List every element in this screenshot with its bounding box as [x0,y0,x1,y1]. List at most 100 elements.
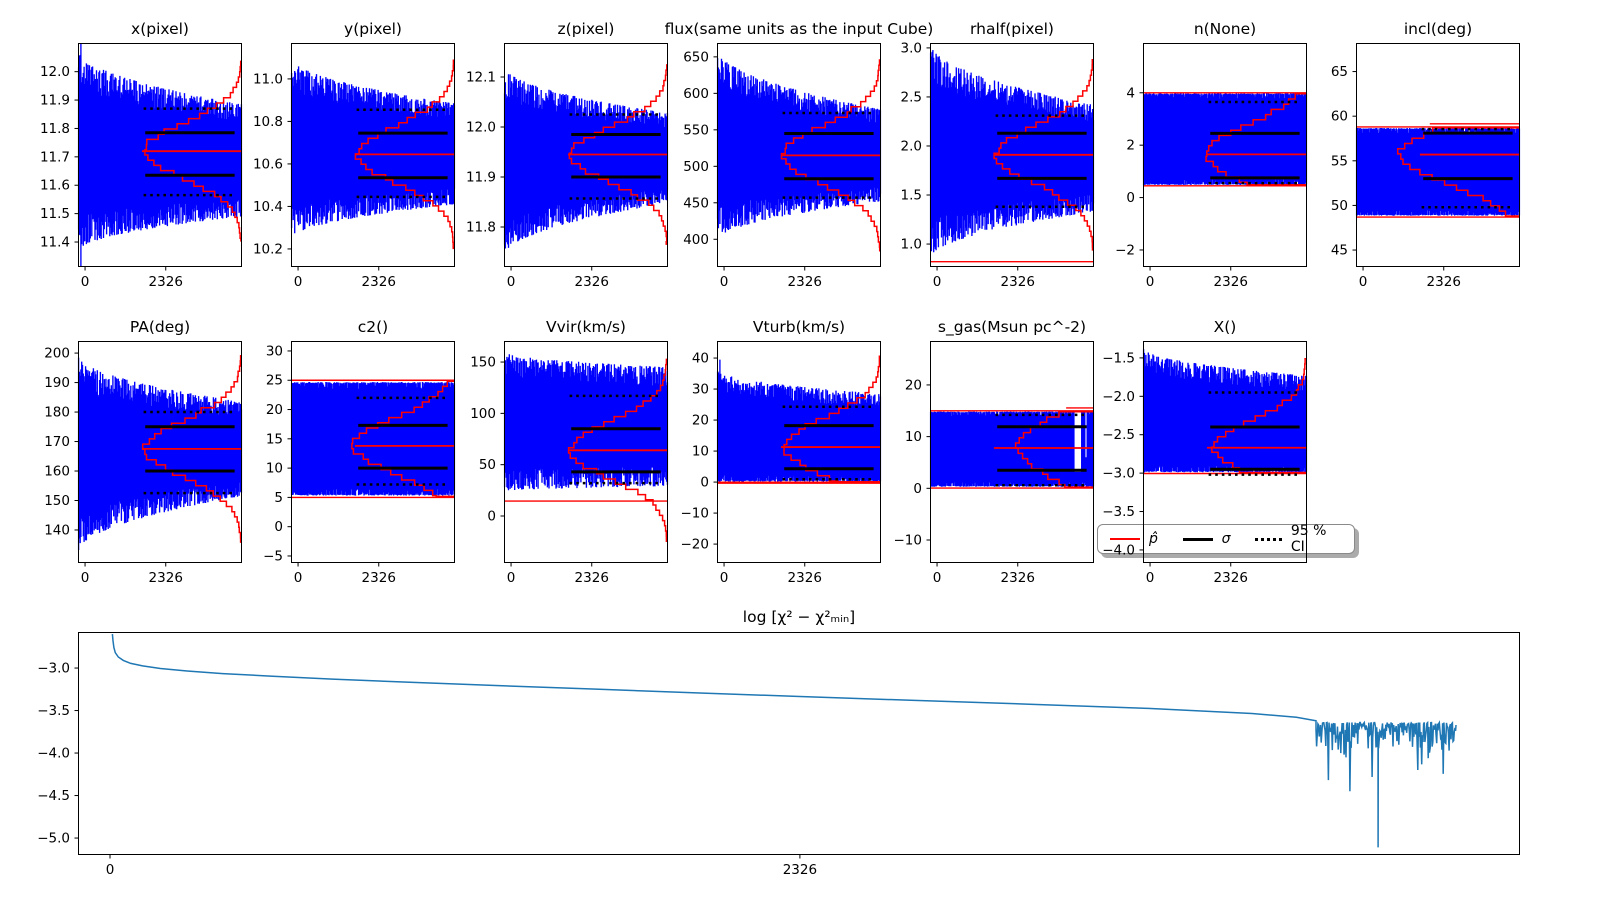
x-tick-label: 2326 [1001,274,1035,290]
legend-label-median: p̂ [1149,531,1158,547]
y-tick-label: 11.6 [40,178,70,194]
y-tick-label: 150 [44,493,70,509]
y-tick-label: 2.0 [901,138,922,154]
y-tick-label: 0 [913,481,922,497]
y-tick-label: 1.5 [901,188,922,204]
x-tick-label: 2326 [149,274,183,290]
y-tick-label: 10 [905,429,922,445]
y-tick-label: 4 [1126,85,1135,101]
x-tick-label: 0 [507,274,516,290]
marginal-histogram [993,58,1094,251]
trace-series [1142,349,1308,473]
panel-title: rhalf(pixel) [970,20,1054,38]
y-tick-label: 12.1 [466,70,496,86]
axes-frame [1143,43,1307,267]
x-tick-label: 0 [106,862,115,878]
trace-series [503,354,669,491]
x-tick-label: 0 [1359,274,1368,290]
trace-series [77,43,243,267]
x-tick-label: 2326 [575,570,609,586]
marginal-histogram [1205,93,1307,186]
legend-label-sigma: σ [1221,531,1231,547]
y-tick-label: 20 [905,377,922,393]
panel-title: x(pixel) [131,20,189,38]
y-tick-label: −3.5 [1102,504,1135,520]
y-tick-label: 200 [44,346,70,362]
y-tick-label: 50 [479,457,496,473]
marginal-histogram [351,380,455,498]
panel-incl: 45 50 55 60 65 0 2326 incl(deg) [1331,20,1521,290]
chi2-title: log [χ² − χ²ₘᵢₙ] [743,608,855,626]
x-tick-label: 0 [1146,274,1155,290]
y-tick-label: 650 [683,49,709,65]
y-tick-label: 11.5 [40,206,70,222]
panel-vvir: 0 50 100 150 0 2326 Vvir(km/s) [470,318,669,586]
y-tick-label: 65 [1331,64,1348,80]
panel-n_none: −2 0 2 4 0 2326 n(None) [1115,20,1308,290]
y-tick-label: 11.4 [40,235,70,251]
y-tick-label: −2 [1115,242,1135,258]
y-tick-label: −10 [894,532,923,548]
y-tick-label: 10.6 [253,156,283,172]
y-tick-label: 0 [487,508,496,524]
y-tick-label: 150 [470,355,496,371]
y-tick-label: 10.8 [253,114,283,130]
y-tick-label: 100 [470,406,496,422]
y-tick-label: −5.0 [37,831,70,847]
trace-series [77,357,243,550]
y-tick-label: 180 [44,405,70,421]
y-tick-label: −10 [681,506,710,522]
x-tick-label: 0 [294,274,303,290]
axes-frame [930,43,1094,267]
y-tick-label: −2.0 [1102,389,1135,405]
panel-vturb: −20 −10 0 10 20 30 40 0 2326 Vturb(km/s) [681,318,882,586]
red-line-icon [1110,538,1140,540]
y-tick-label: 550 [683,122,709,138]
x-tick-label: 0 [933,570,942,586]
panel-c2: −5 0 5 10 15 20 25 30 0 2326 c2() [263,318,456,586]
panel-flux: 400 450 500 550 600 650 0 2326 flux(same units a… [665,20,934,290]
y-tick-label: 30 [266,343,283,359]
legend-item-median: p̂ [1110,531,1158,547]
axes-frame [1356,43,1520,267]
panel-x_ratio: −4.0 −3.5 −3.0 −2.5 −2.0 −1.5 0 2326 X() [1102,318,1308,586]
y-tick-label: −3.0 [37,661,70,677]
panel-title: z(pixel) [558,20,615,38]
x-tick-label: 2326 [575,274,609,290]
y-tick-label: 3.0 [901,40,922,56]
panel-y_pixel: 10.2 10.4 10.6 10.8 11.0 0 2326 y(pixel) [253,20,456,290]
x-tick-label: 0 [933,274,942,290]
y-tick-label: −4.5 [37,788,70,804]
y-tick-label: 0 [274,519,283,535]
x-tick-label: 2326 [1001,570,1035,586]
y-tick-label: 450 [683,195,709,211]
panel-title: y(pixel) [344,20,402,38]
y-tick-label: 25 [266,373,283,389]
x-tick-label: 0 [81,570,90,586]
y-tick-label: −4.0 [37,746,70,762]
trace-series [929,50,1095,253]
axes-frame [717,341,881,563]
y-tick-label: 55 [1331,153,1348,169]
x-tick-label: 2326 [783,862,817,878]
y-tick-label: −3.5 [37,703,70,719]
y-tick-label: −3.0 [1102,466,1135,482]
y-tick-label: 1.0 [901,237,922,253]
y-tick-label: 140 [44,522,70,538]
y-tick-label: 170 [44,434,70,450]
y-tick-label: 10.4 [253,199,283,215]
marginal-histogram [783,355,881,483]
x-tick-label: 2326 [362,274,396,290]
y-tick-label: 190 [44,375,70,391]
marginal-histogram [354,59,455,250]
trace-series [290,66,456,234]
x-tick-label: 2326 [788,274,822,290]
y-tick-label: −4.0 [1102,542,1135,558]
y-tick-label: 400 [683,232,709,248]
x-tick-label: 2326 [788,570,822,586]
trace-series [716,359,882,482]
y-tick-label: −5 [263,548,283,564]
marginal-histogram [568,64,668,245]
x-tick-label: 2326 [1214,570,1248,586]
